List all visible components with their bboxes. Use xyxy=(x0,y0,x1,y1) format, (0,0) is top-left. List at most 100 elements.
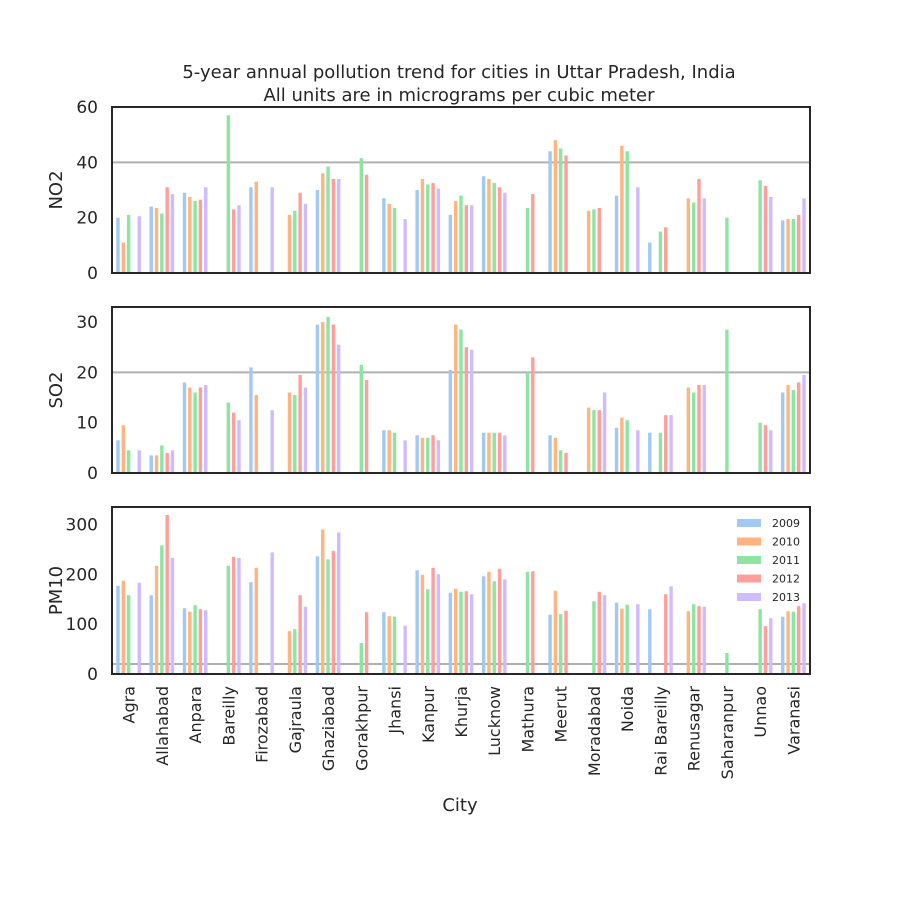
bar-so2-gajraula-2010 xyxy=(287,392,292,473)
bar-pm10-noida-2010 xyxy=(620,608,624,674)
bar-so2-firozabad-2009 xyxy=(249,367,253,473)
bar-pm10-lucknow-2011 xyxy=(492,581,496,674)
y-tick-label: 20 xyxy=(76,363,98,383)
bar-so2-agra-2010 xyxy=(121,425,126,473)
bar-no2-mathura-2011 xyxy=(525,207,530,273)
bar-so2-khurja-2011 xyxy=(459,329,463,473)
legend-label: 2010 xyxy=(772,536,800,549)
x-tick-label: Khurja xyxy=(452,686,471,738)
bar-so2-rai-bareilly-2009 xyxy=(648,432,652,473)
bar-pm10-lucknow-2012 xyxy=(497,568,502,674)
bar-no2-varanasi-2010 xyxy=(786,219,790,273)
bar-pm10-bareilly-2012 xyxy=(231,556,236,674)
bar-pm10-bareilly-2013 xyxy=(237,557,241,674)
bar-no2-agra-2009 xyxy=(116,217,120,273)
y-tick-label: 0 xyxy=(87,264,98,284)
bar-pm10-mathura-2011 xyxy=(525,571,530,674)
bar-no2-anpara-2009 xyxy=(182,192,187,273)
bar-no2-moradabad-2010 xyxy=(586,210,591,273)
bar-pm10-meerut-2009 xyxy=(548,614,552,674)
bar-pm10-kanpur-2013 xyxy=(436,574,441,674)
x-tick-label: Lucknow xyxy=(485,686,504,756)
x-tick-label: Renusagar xyxy=(685,686,704,772)
bar-no2-allahabad-2009 xyxy=(149,206,153,273)
bar-no2-rai-bareilly-2011 xyxy=(658,231,663,273)
bar-no2-kanpur-2010 xyxy=(420,178,425,273)
bar-so2-firozabad-2010 xyxy=(254,395,258,473)
legend-label: 2013 xyxy=(772,591,800,604)
legend-swatch xyxy=(737,519,761,527)
bar-so2-khurja-2010 xyxy=(453,324,458,473)
bar-pm10-varanasi-2012 xyxy=(796,606,801,674)
bar-so2-unnao-2011 xyxy=(758,422,762,473)
x-tick-label: Allahabad xyxy=(153,686,172,766)
bar-pm10-lucknow-2013 xyxy=(503,579,507,674)
bar-so2-rai-bareilly-2012 xyxy=(664,415,668,473)
bar-pm10-bareilly-2011 xyxy=(226,565,231,674)
y-tick-label: 100 xyxy=(66,615,98,635)
panel-no2: 0 20 40 60 NO2 xyxy=(46,98,811,284)
bar-so2-mathura-2011 xyxy=(525,372,530,473)
legend-swatch xyxy=(737,537,761,546)
bar-so2-ghaziabad-2009 xyxy=(315,324,320,473)
plot-frame xyxy=(111,306,811,474)
bar-so2-noida-2009 xyxy=(614,427,619,473)
bar-pm10-ghaziabad-2010 xyxy=(321,529,325,674)
bar-pm10-unnao-2012 xyxy=(763,626,768,674)
x-tick-label: Saharanpur xyxy=(718,686,737,780)
bar-so2-lucknow-2013 xyxy=(503,435,507,473)
bar-pm10-kanpur-2011 xyxy=(426,589,430,674)
x-tick-label: Jhansi xyxy=(386,686,405,735)
bar-no2-gorakhpur-2012 xyxy=(364,174,369,273)
bar-no2-kanpur-2011 xyxy=(426,184,430,273)
bar-pm10-ghaziabad-2012 xyxy=(331,550,336,674)
bar-pm10-ghaziabad-2011 xyxy=(326,559,330,674)
bar-so2-gajraula-2013 xyxy=(303,387,308,473)
bar-so2-khurja-2013 xyxy=(469,349,474,473)
bar-no2-jhansi-2009 xyxy=(382,198,386,273)
bar-so2-ghaziabad-2013 xyxy=(336,344,341,473)
bar-so2-meerut-2012 xyxy=(564,452,568,473)
bar-so2-moradabad-2013 xyxy=(602,392,607,473)
bar-so2-jhansi-2011 xyxy=(392,432,397,473)
bar-pm10-anpara-2009 xyxy=(182,608,187,674)
y-tick-label: 200 xyxy=(66,565,98,585)
bar-pm10-gajraula-2013 xyxy=(303,606,308,674)
bar-pm10-ghaziabad-2013 xyxy=(336,532,341,674)
bar-no2-meerut-2009 xyxy=(548,151,552,273)
x-tick-label: Gajraula xyxy=(286,686,305,753)
category-labels: Agra Allahabad Anpara Bareilly Firozabad Gajr… xyxy=(120,686,804,780)
x-tick-label: Anpara xyxy=(186,686,205,743)
y-tick-label: 20 xyxy=(76,209,98,229)
bar-pm10-khurja-2010 xyxy=(453,588,458,674)
x-tick-label: Gorakhpur xyxy=(352,686,371,771)
bar-so2-varanasi-2009 xyxy=(781,392,785,473)
bar-pm10-meerut-2011 xyxy=(559,614,563,674)
bar-so2-agra-2009 xyxy=(116,440,120,473)
bar-so2-anpara-2009 xyxy=(182,382,187,473)
bar-no2-rai-bareilly-2012 xyxy=(664,227,668,273)
bar-pm10-renusagar-2013 xyxy=(702,606,707,674)
bar-so2-kanpur-2010 xyxy=(420,437,425,473)
bar-pm10-allahabad-2013 xyxy=(170,557,175,674)
panel-so2: 0 10 20 30 SO2 xyxy=(46,306,811,484)
bar-no2-ghaziabad-2013 xyxy=(336,178,341,273)
bar-no2-unnao-2013 xyxy=(769,196,773,273)
bar-no2-anpara-2011 xyxy=(193,201,197,273)
bar-so2-moradabad-2010 xyxy=(586,407,591,473)
bar-no2-jhansi-2010 xyxy=(387,203,391,273)
bar-pm10-firozabad-2013 xyxy=(270,552,274,674)
bar-no2-varanasi-2011 xyxy=(791,219,796,273)
bar-pm10-noida-2009 xyxy=(614,602,619,674)
bar-pm10-saharanpur-2011 xyxy=(725,653,729,674)
bar-no2-agra-2010 xyxy=(121,242,126,273)
bar-no2-allahabad-2010 xyxy=(154,207,159,273)
bar-so2-gorakhpur-2012 xyxy=(364,379,369,473)
y-tick-label: 40 xyxy=(76,153,98,173)
bar-no2-varanasi-2013 xyxy=(802,198,806,273)
bar-so2-gorakhpur-2011 xyxy=(359,364,363,473)
bar-no2-firozabad-2009 xyxy=(249,187,253,273)
bar-pm10-unnao-2011 xyxy=(758,609,762,674)
bar-so2-jhansi-2010 xyxy=(387,430,391,473)
bar-so2-varanasi-2013 xyxy=(802,374,806,473)
